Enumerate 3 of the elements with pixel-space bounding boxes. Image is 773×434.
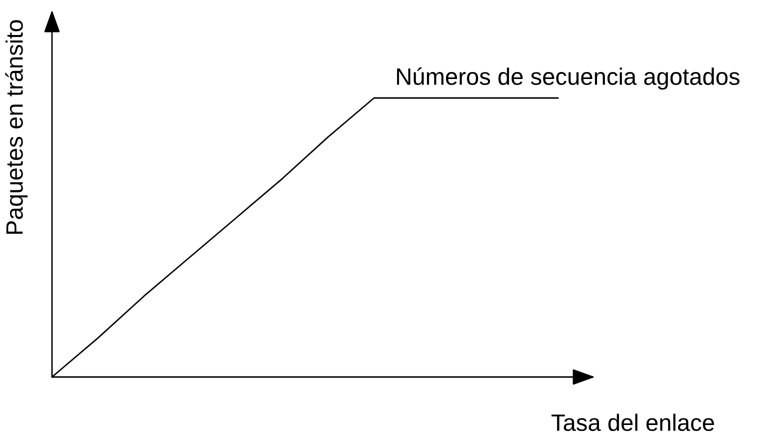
- y-axis-title: Paquetes en tránsito: [5, 20, 28, 234]
- series-label: Números de secuencia agotados: [397, 67, 740, 90]
- x-axis-title: Tasa del enlace: [552, 414, 714, 432]
